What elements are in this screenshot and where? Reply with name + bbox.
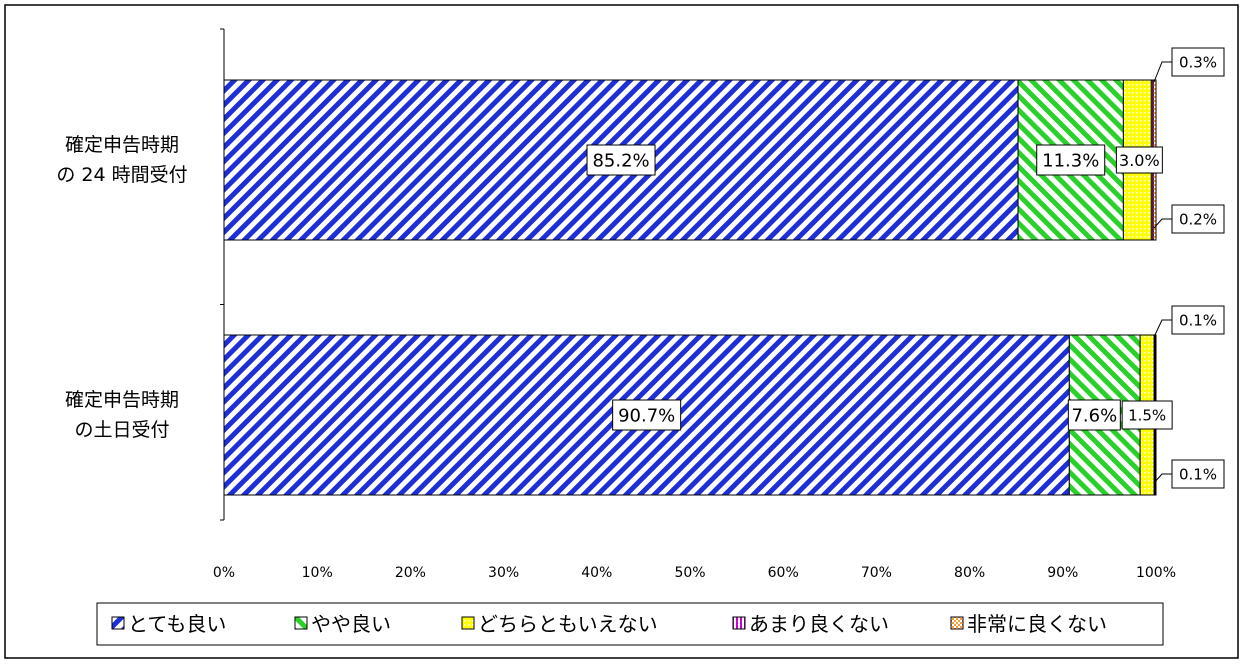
- x-tick-label: 20%: [395, 565, 426, 581]
- leader-line: [1153, 319, 1172, 338]
- x-tick-label: 30%: [488, 565, 519, 581]
- data-label: 0.2%: [1179, 210, 1217, 228]
- data-label-series-1: 7.6%: [1067, 399, 1121, 431]
- data-label-series-0: 90.7%: [612, 399, 682, 431]
- data-label: 85.2%: [592, 150, 649, 171]
- legend-label: とても良い: [128, 612, 226, 636]
- data-label-box: [1171, 459, 1225, 489]
- x-tick-label: 40%: [581, 565, 612, 581]
- data-label-series-4: 0.3%: [1171, 47, 1225, 77]
- leader-line: [1153, 473, 1172, 484]
- category-label-line: 確定申告時期: [65, 389, 179, 411]
- data-label: 0.3%: [1179, 53, 1217, 71]
- legend-label: どちらともいえない: [478, 612, 658, 636]
- x-tick-label: 80%: [954, 565, 985, 581]
- legend-item: やや良い: [294, 612, 391, 636]
- legend-swatch: [111, 616, 125, 630]
- x-tick-label: 0%: [213, 565, 235, 581]
- data-label-series-1: 11.3%: [1036, 144, 1106, 176]
- x-tick-label: 90%: [1047, 565, 1078, 581]
- category-label-line: 確定申告時期: [65, 134, 179, 156]
- data-label: 1.5%: [1128, 406, 1166, 424]
- legend-swatch: [294, 616, 308, 630]
- legend-box: [96, 602, 1164, 646]
- data-label-box: [1115, 146, 1163, 174]
- legend-label: 非常に良くない: [967, 612, 1107, 636]
- data-label-box: [1171, 204, 1225, 234]
- legend-label: やや良い: [311, 612, 391, 636]
- leader-line: [1153, 218, 1172, 229]
- data-label-box: [1121, 400, 1173, 430]
- legend-item: どちらともいえない: [461, 612, 658, 636]
- data-label-series-3: 0.1%: [1171, 459, 1225, 489]
- data-label-box: [1171, 305, 1225, 335]
- data-label-series-4: 0.1%: [1171, 305, 1225, 335]
- leader-line: [1153, 61, 1172, 83]
- category-label-line: の土日受付: [74, 419, 169, 441]
- data-label-box: [1171, 47, 1225, 77]
- data-label-box: [1036, 144, 1106, 176]
- data-label-box: [1067, 399, 1121, 431]
- data-label-series-2: 1.5%: [1121, 400, 1173, 430]
- data-label-box: [586, 144, 656, 176]
- data-label: 11.3%: [1042, 150, 1099, 171]
- legend-swatch: [732, 616, 746, 630]
- data-label: 0.1%: [1179, 465, 1217, 483]
- category-label-line: の 24 時間受付: [56, 164, 187, 186]
- x-tick-label: 50%: [674, 565, 705, 581]
- x-tick-label: 100%: [1136, 565, 1176, 581]
- legend-item: 非常に良くない: [950, 612, 1107, 636]
- data-label: 90.7%: [618, 405, 675, 426]
- data-label-series-2: 3.0%: [1115, 146, 1163, 174]
- data-label-box: [612, 399, 682, 431]
- x-tick-label: 70%: [861, 565, 892, 581]
- legend-label: あまり良くない: [749, 612, 889, 636]
- legend: とても良い やや良い どちらともいえない あまり良くない 非常に良くない: [96, 602, 1164, 646]
- data-label: 7.6%: [1071, 405, 1117, 426]
- data-label-series-0: 85.2%: [586, 144, 656, 176]
- data-label: 0.1%: [1179, 311, 1217, 329]
- legend-swatch: [461, 616, 475, 630]
- legend-swatch: [950, 616, 964, 630]
- legend-item: あまり良くない: [732, 612, 889, 636]
- x-tick-label: 60%: [768, 565, 799, 581]
- legend-item: とても良い: [111, 612, 226, 636]
- x-tick-label: 10%: [302, 565, 333, 581]
- data-label: 3.0%: [1119, 151, 1160, 170]
- data-label-series-3: 0.2%: [1171, 204, 1225, 234]
